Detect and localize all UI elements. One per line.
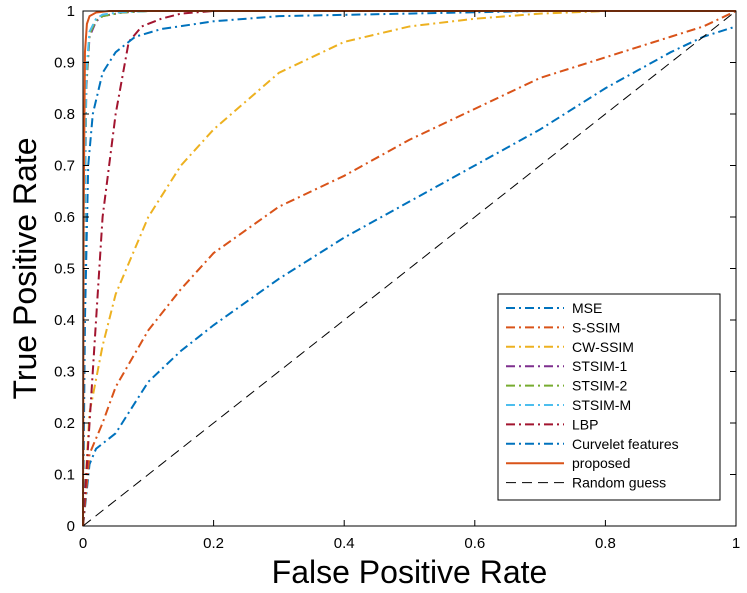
x-tick-label: 0 [79, 535, 87, 552]
legend-label: STSIM-2 [572, 378, 627, 394]
legend-label: Curvelet features [572, 436, 679, 452]
x-tick-label: 0.4 [334, 535, 355, 552]
y-tick-label: 0.4 [54, 312, 75, 329]
x-tick-label: 0.8 [595, 535, 616, 552]
y-tick-label: 0.2 [54, 415, 75, 432]
legend-label: CW-SSIM [572, 339, 634, 355]
legend-label: proposed [572, 455, 630, 471]
legend-label: MSE [572, 300, 602, 316]
legend-label: STSIM-M [572, 397, 631, 413]
y-tick-label: 0.9 [54, 55, 75, 72]
x-tick-label: 0.6 [464, 535, 485, 552]
x-tick-label: 0.2 [203, 535, 224, 552]
y-tick-label: 0.3 [54, 364, 75, 381]
y-tick-label: 0.5 [54, 261, 75, 278]
legend-label: S-SSIM [572, 319, 620, 335]
y-axis-title: True Positive Rate [7, 137, 43, 399]
y-tick-label: 0.8 [54, 106, 75, 123]
legend-box [497, 293, 721, 501]
legend: MSE S-SSIM CW-SSIM STSIM-1 STSIM-2 STSIM-M LBP… [497, 293, 721, 501]
series-line-9 [82, 10, 737, 527]
x-tick-label: 1 [732, 535, 740, 552]
series-line-1 [82, 10, 737, 527]
legend-label: LBP [572, 416, 598, 432]
series-line-6 [82, 10, 736, 527]
series-line-0 [82, 25, 737, 527]
y-tick-label: 1 [67, 3, 75, 20]
y-tick-label: 0.7 [54, 158, 75, 175]
legend-label: Random guess [572, 475, 666, 491]
series-layer [82, 10, 737, 527]
y-tick-label: 0.6 [54, 209, 75, 226]
series-line-2 [82, 10, 736, 527]
x-axis-title: False Positive Rate [272, 554, 548, 590]
legend-label: STSIM-1 [572, 358, 627, 374]
series-line-7 [82, 10, 736, 527]
ticks-layer: 0 0.2 0.4 0.6 0.8 1 0 0.1 0.2 0.3 0.4 0.5 0.6 0.7 0.8 0… [54, 3, 740, 552]
y-tick-label: 0.1 [54, 467, 75, 484]
y-tick-label: 0 [67, 518, 75, 535]
